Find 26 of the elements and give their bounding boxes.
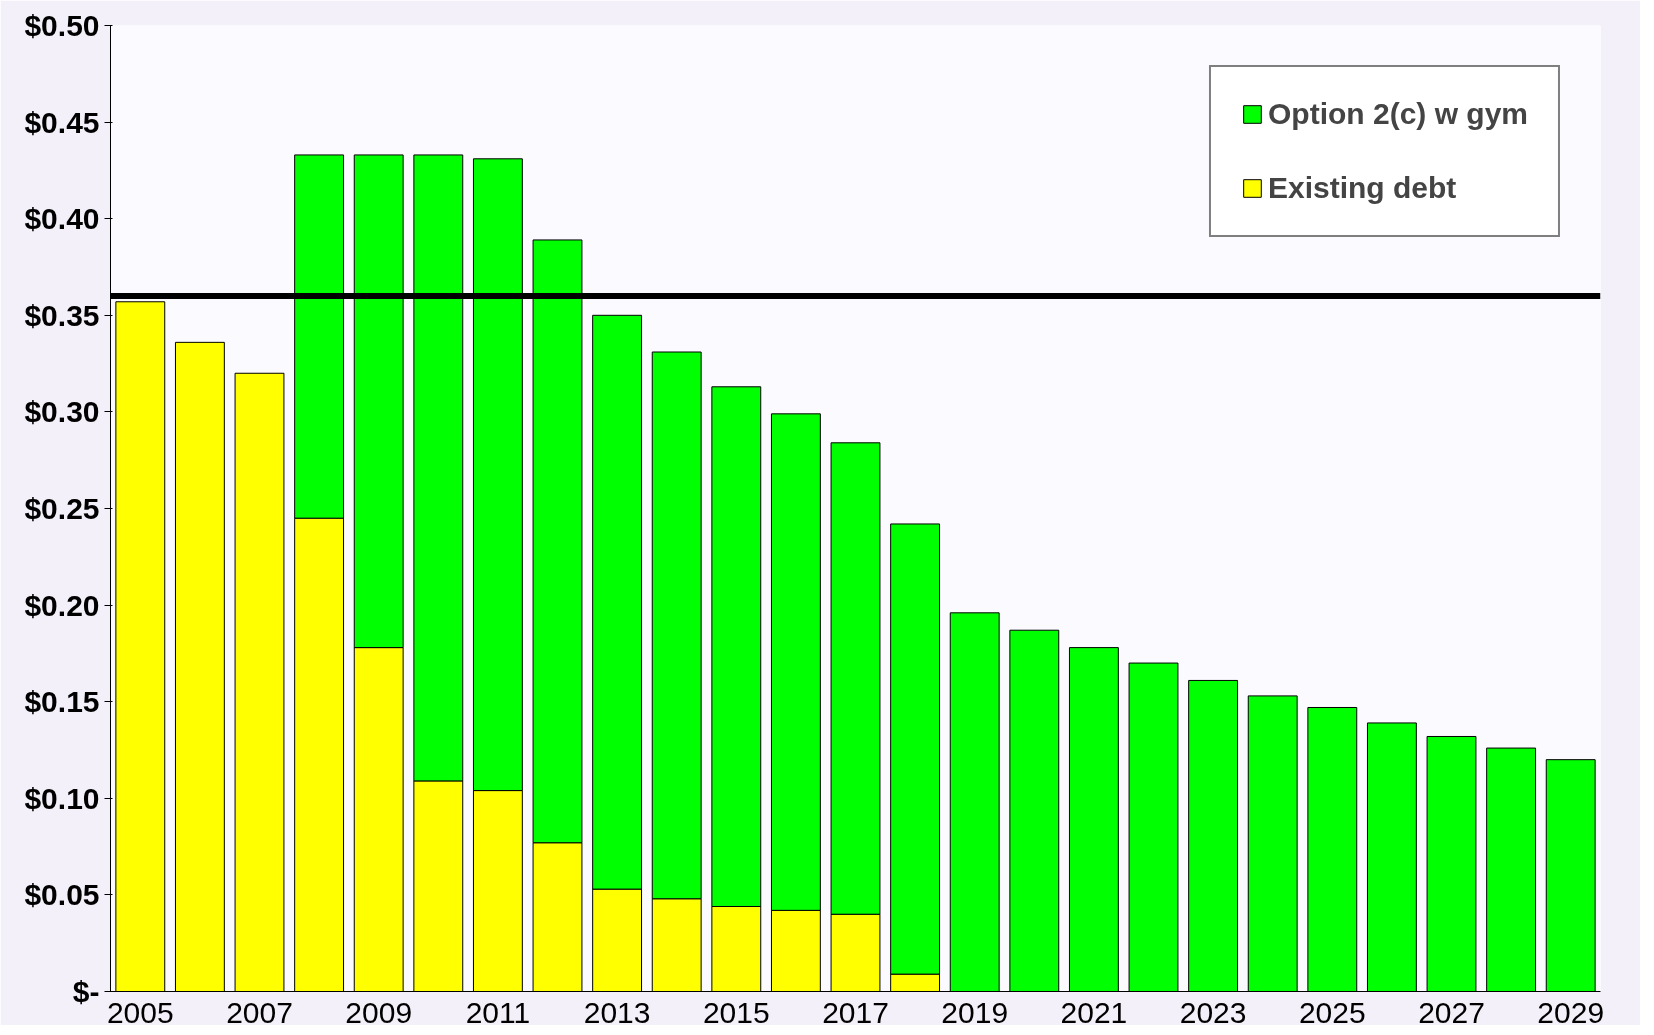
y-tick-label: $0.10 xyxy=(24,781,100,815)
x-tick-label: 2011 xyxy=(465,995,531,1029)
y-tick-label: $0.05 xyxy=(24,878,100,912)
x-tick-label: 2015 xyxy=(702,995,770,1029)
y-tick-label: $0.25 xyxy=(24,492,100,525)
x-tick-label: 2021 xyxy=(1060,995,1128,1029)
legend-label: Option 2(c) w gym xyxy=(1267,97,1528,131)
x-tick-label: 2007 xyxy=(226,995,293,1029)
y-tick-label: $- xyxy=(72,975,100,1008)
x-tick-label: 2005 xyxy=(106,995,174,1029)
y-tick-label: $0.20 xyxy=(24,588,100,622)
x-tick-label: 2025 xyxy=(1298,995,1366,1029)
legend-label: Existing debt xyxy=(1267,171,1457,205)
y-tick-label: $0.45 xyxy=(24,105,100,139)
x-tick-label: 2017 xyxy=(822,995,889,1029)
y-tick-label: $0.30 xyxy=(24,395,100,429)
x-tick-label: 2027 xyxy=(1418,995,1485,1029)
y-tick-label: $0.15 xyxy=(24,685,100,719)
x-tick-label: 2009 xyxy=(345,995,413,1029)
y-tick-label: $0.35 xyxy=(24,298,100,332)
y-tick-label: $0.40 xyxy=(24,202,100,236)
x-tick-label: 2019 xyxy=(941,995,1009,1029)
x-tick-label: 2013 xyxy=(583,995,651,1029)
y-tick-label: $0.50 xyxy=(24,9,100,42)
x-tick-label: 2023 xyxy=(1179,995,1247,1029)
x-tick-label: 2029 xyxy=(1537,995,1605,1029)
